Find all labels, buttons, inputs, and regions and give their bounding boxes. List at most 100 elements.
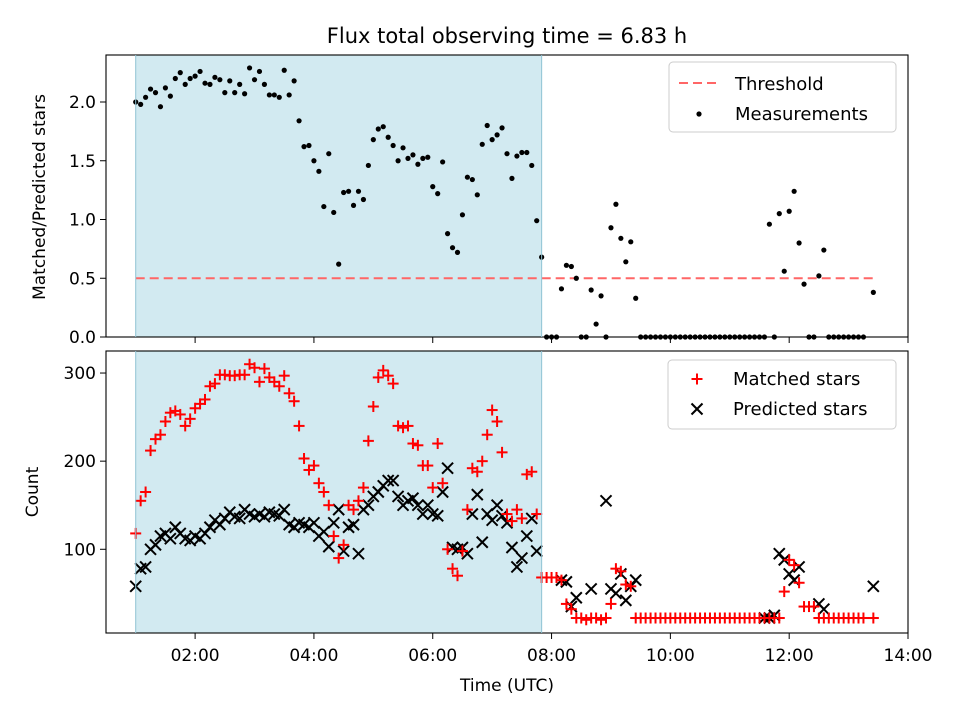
legend-measurements-swatch — [696, 111, 702, 117]
matched-star-point — [486, 404, 498, 416]
top-legend-box — [668, 61, 897, 133]
measurement-point — [469, 176, 475, 183]
bottom-panel: 100 200 300 02:00 04:00 06:00 08:00 10:00 12:00… — [23, 350, 933, 696]
top-y-ticks: 0.0 0.5 1.0 1.5 2.0 — [69, 93, 106, 348]
predicted-star-point — [386, 474, 400, 487]
matched-star-point — [328, 530, 340, 542]
predicted-star-point — [619, 594, 633, 607]
predicted-star-point — [352, 547, 365, 560]
predicted-star-point — [233, 512, 246, 525]
measurement-point — [801, 281, 807, 287]
matched-star-point — [253, 376, 265, 388]
measurement-point — [138, 101, 144, 107]
measurement-point — [613, 201, 619, 207]
predicted-star-point — [560, 575, 573, 589]
matched-star-point — [318, 486, 330, 498]
matched-star-point — [625, 580, 637, 592]
bottom-plot-frame — [105, 350, 909, 634]
predicted-star-point — [584, 582, 598, 596]
predicted-star-point — [416, 507, 430, 521]
measurement-point — [796, 240, 802, 246]
matched-star-point — [204, 380, 216, 392]
measurement-point — [380, 124, 386, 130]
predicted-star-point — [278, 503, 291, 516]
top-x-ticks — [194, 337, 909, 343]
measurement-point — [336, 261, 342, 267]
measurement-point — [355, 188, 362, 194]
measurement-point — [281, 67, 287, 73]
matched-star-point — [323, 499, 335, 511]
top-y-tick-label: 2.0 — [69, 93, 96, 113]
predicted-star-point — [490, 499, 504, 512]
matched-star-point — [501, 508, 513, 520]
measurement-point — [588, 287, 594, 293]
matched-star-point — [258, 363, 270, 375]
predicted-star-point — [332, 503, 345, 516]
measurement-point — [499, 125, 505, 131]
legend-matched-label: Matched stars — [733, 369, 860, 390]
measurement-point — [266, 92, 272, 98]
matched-star-point — [432, 438, 444, 450]
predicted-star-point — [139, 560, 152, 574]
matched-star-point — [783, 554, 795, 566]
matched-star-point — [580, 614, 592, 626]
predicted-star-point — [391, 490, 405, 503]
measurement-point — [573, 275, 579, 281]
measurement-point — [766, 221, 772, 227]
measurement-point — [311, 158, 317, 164]
measurement-point — [405, 155, 411, 161]
measurement-point — [821, 247, 827, 253]
predicted-star-point — [495, 509, 509, 523]
measurement-point — [459, 212, 466, 218]
matched-star-point — [362, 435, 374, 447]
measurement-point — [187, 75, 193, 82]
measurement-point — [776, 211, 782, 217]
matched-star-point — [308, 460, 320, 472]
measurement-point — [301, 144, 307, 150]
measurement-point — [360, 196, 367, 203]
measurement-point — [246, 65, 253, 71]
matched-star-point — [367, 401, 379, 413]
measurement-point — [420, 155, 426, 161]
measurement-point — [633, 295, 639, 301]
legend-matched-swatch — [691, 373, 703, 385]
measurement-point — [816, 273, 822, 279]
measurement-point — [172, 75, 178, 82]
measurement-point — [375, 126, 381, 132]
matched-star-point — [481, 429, 493, 441]
measurement-point — [222, 90, 228, 96]
matched-star-point — [605, 598, 617, 610]
matched-star-point — [135, 495, 147, 507]
measurement-point — [494, 132, 500, 138]
measurement-point — [232, 90, 238, 96]
matched-star-point — [620, 579, 632, 591]
matched-star-point — [412, 439, 424, 451]
measurement-point — [598, 293, 604, 299]
measurement-point — [568, 263, 574, 270]
measurement-point — [534, 218, 540, 224]
matched-star-point — [352, 495, 364, 507]
top-shaded-interval — [135, 55, 542, 337]
predicted-star-point — [149, 538, 162, 552]
matched-star-point — [555, 574, 567, 586]
measurement-point — [425, 154, 431, 160]
predicted-star-point — [347, 518, 360, 531]
bottom-y-tick-label: 300 — [64, 364, 96, 384]
measurement-point — [177, 70, 183, 76]
matched-star-point — [511, 504, 523, 516]
measurement-point — [326, 151, 332, 157]
matched-star-point — [179, 420, 191, 432]
matched-star-point — [397, 422, 409, 434]
matched-star-point — [278, 370, 290, 382]
measurement-point — [202, 80, 208, 86]
legend-predicted-swatch — [690, 402, 704, 416]
predicted-star-point — [164, 532, 177, 545]
matched-star-point — [793, 577, 805, 589]
x-tick-label: 04:00 — [289, 646, 338, 666]
matched-star-point — [392, 420, 404, 432]
matched-star-point — [249, 362, 261, 374]
matched-star-point — [184, 413, 196, 425]
matched-star-point — [293, 420, 305, 432]
predicted-star-point — [322, 540, 335, 553]
measurement-point — [519, 149, 525, 156]
